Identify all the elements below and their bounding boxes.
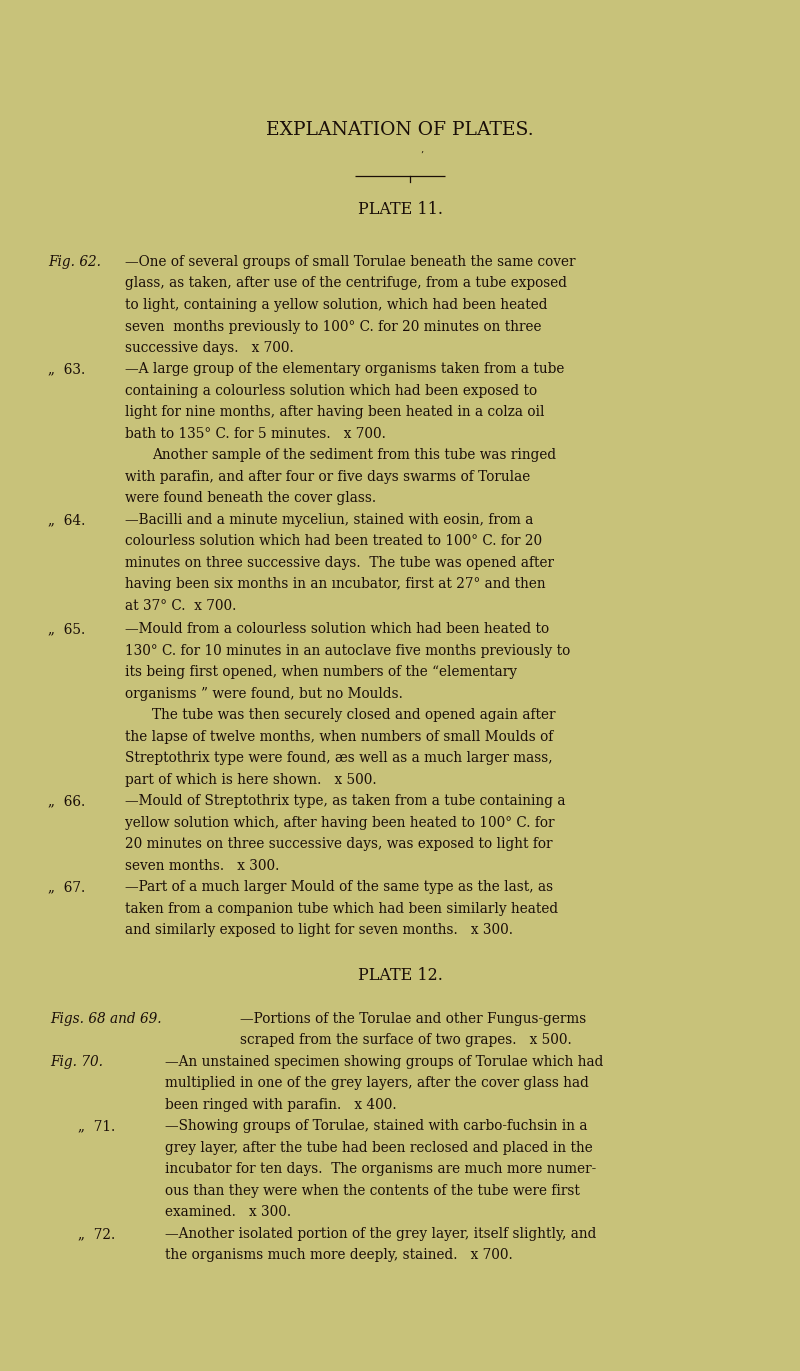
Text: Figs. 68 and 69.: Figs. 68 and 69.	[50, 1012, 162, 1026]
Text: —Portions of the Torulae and other Fungus-germs: —Portions of the Torulae and other Fungu…	[240, 1012, 586, 1026]
Text: —Mould from a colourless solution which had been heated to: —Mould from a colourless solution which …	[125, 622, 549, 636]
Text: Another sample of the sediment from this tube was ringed: Another sample of the sediment from this…	[152, 448, 556, 462]
Text: „  65.: „ 65.	[48, 622, 86, 636]
Text: „  66.: „ 66.	[48, 795, 86, 809]
Text: containing a colourless solution which had been exposed to: containing a colourless solution which h…	[125, 384, 537, 398]
Text: ous than they were when the contents of the tube were first: ous than they were when the contents of …	[165, 1185, 580, 1198]
Text: „  71.: „ 71.	[78, 1120, 115, 1134]
Text: Streptothrix type were found, æs well as a much larger mass,: Streptothrix type were found, æs well as…	[125, 751, 553, 765]
Text: been ringed with parafin.   x 400.: been ringed with parafin. x 400.	[165, 1098, 397, 1112]
Text: yellow solution which, after having been heated to 100° C. for: yellow solution which, after having been…	[125, 816, 554, 829]
Text: with parafin, and after four or five days swarms of Torulae: with parafin, and after four or five day…	[125, 470, 530, 484]
Text: —Mould of Streptothrix type, as taken from a tube containing a: —Mould of Streptothrix type, as taken fr…	[125, 795, 566, 809]
Text: were found beneath the cover glass.: were found beneath the cover glass.	[125, 491, 376, 506]
Text: multiplied in one of the grey layers, after the cover glass had: multiplied in one of the grey layers, af…	[165, 1076, 589, 1090]
Text: —Bacilli and a minute myceliun, stained with eosin, from a: —Bacilli and a minute myceliun, stained …	[125, 513, 534, 526]
Text: The tube was then securely closed and opened again after: The tube was then securely closed and op…	[152, 709, 555, 723]
Text: Fig. 62.: Fig. 62.	[48, 255, 101, 269]
Text: —An unstained specimen showing groups of Torulae which had: —An unstained specimen showing groups of…	[165, 1056, 603, 1069]
Text: organisms ” were found, but no Moulds.: organisms ” were found, but no Moulds.	[125, 687, 403, 701]
Text: —A large group of the elementary organisms taken from a tube: —A large group of the elementary organis…	[125, 362, 569, 377]
Text: scraped from the surface of two grapes.   x 500.: scraped from the surface of two grapes. …	[240, 1034, 572, 1047]
Text: „  63.: „ 63.	[48, 362, 86, 377]
Text: „  67.: „ 67.	[48, 880, 86, 894]
Text: glass, as taken, after use of the centrifuge, from a tube exposed: glass, as taken, after use of the centri…	[125, 277, 567, 291]
Text: to light, containing a yellow solution, which had been heated: to light, containing a yellow solution, …	[125, 298, 547, 313]
Text: PLATE 12.: PLATE 12.	[358, 967, 442, 984]
Text: grey layer, after the tube had been reclosed and placed in the: grey layer, after the tube had been recl…	[165, 1141, 593, 1154]
Text: the organisms much more deeply, stained.   x 700.: the organisms much more deeply, stained.…	[165, 1249, 513, 1263]
Text: incubator for ten days.  The organisms are much more numer-: incubator for ten days. The organisms ar…	[165, 1163, 596, 1176]
Text: ’: ’	[421, 151, 423, 159]
Text: —Showing groups of Torulae, stained with carbo-fuchsin in a: —Showing groups of Torulae, stained with…	[165, 1120, 587, 1134]
Text: seven months.   x 300.: seven months. x 300.	[125, 860, 279, 873]
Text: part of which is here shown.   x 500.: part of which is here shown. x 500.	[125, 773, 377, 787]
Text: its being first opened, when numbers of the “elementary: its being first opened, when numbers of …	[125, 665, 517, 680]
Text: 130° C. for 10 minutes in an autoclave five months previously to: 130° C. for 10 minutes in an autoclave f…	[125, 644, 570, 658]
Text: —Part of a much larger Mould of the same type as the last, as: —Part of a much larger Mould of the same…	[125, 880, 553, 894]
Text: 20 minutes on three successive days, was exposed to light for: 20 minutes on three successive days, was…	[125, 838, 553, 851]
Text: minutes on three successive days.  The tube was opened after: minutes on three successive days. The tu…	[125, 557, 554, 570]
Text: „  72.: „ 72.	[78, 1227, 115, 1241]
Text: „  64.: „ 64.	[48, 513, 86, 526]
Text: EXPLANATION OF PLATES.: EXPLANATION OF PLATES.	[266, 121, 534, 138]
Text: colourless solution which had been treated to 100° C. for 20: colourless solution which had been treat…	[125, 535, 542, 548]
Text: successive days.   x 700.: successive days. x 700.	[125, 341, 294, 355]
Text: seven  months previously to 100° C. for 20 minutes on three: seven months previously to 100° C. for 2…	[125, 319, 542, 333]
Text: light for nine months, after having been heated in a colza oil: light for nine months, after having been…	[125, 406, 545, 420]
Text: examined.   x 300.: examined. x 300.	[165, 1205, 291, 1219]
Text: the lapse of twelve months, when numbers of small Moulds of: the lapse of twelve months, when numbers…	[125, 729, 554, 744]
Text: —One of several groups of small Torulae beneath the same cover: —One of several groups of small Torulae …	[125, 255, 575, 269]
Text: at 37° C.  x 700.: at 37° C. x 700.	[125, 599, 236, 613]
Text: Fig. 70.: Fig. 70.	[50, 1056, 103, 1069]
Text: taken from a companion tube which had been similarly heated: taken from a companion tube which had be…	[125, 902, 558, 916]
Text: and similarly exposed to light for seven months.   x 300.: and similarly exposed to light for seven…	[125, 924, 513, 938]
Text: PLATE 11.: PLATE 11.	[358, 202, 442, 218]
Text: having been six months in an ıncubator, first at 27° and then: having been six months in an ıncubator, …	[125, 577, 546, 591]
Text: bath to 135° C. for 5 minutes.   x 700.: bath to 135° C. for 5 minutes. x 700.	[125, 426, 386, 441]
Text: —Another isolated portion of the grey layer, itself slightly, and: —Another isolated portion of the grey la…	[165, 1227, 596, 1241]
